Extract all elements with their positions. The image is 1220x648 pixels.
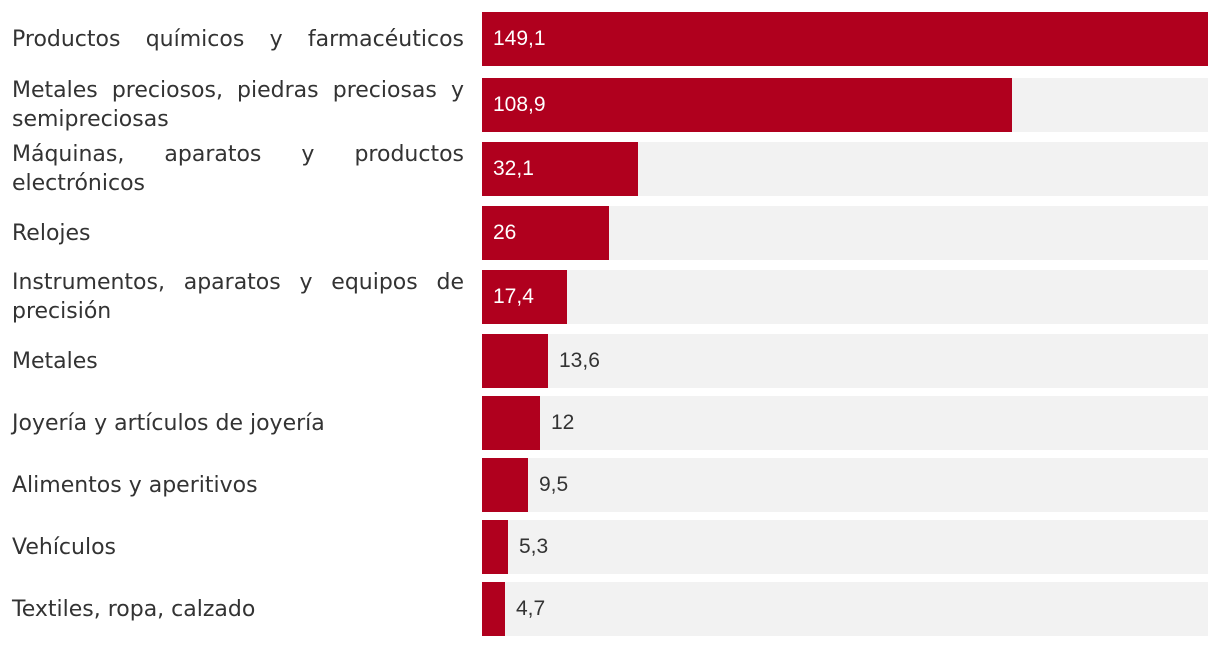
bar-track: 9,5 xyxy=(482,458,1208,512)
bar-track: 17,4 xyxy=(482,270,1208,324)
category-label: Metales xyxy=(12,334,464,388)
bar xyxy=(482,334,548,388)
bar-row: Metales preciosos, piedras preciosas y s… xyxy=(0,78,1220,132)
value-label: 108,9 xyxy=(493,93,546,116)
category-label: Joyería y artículos de joyería xyxy=(12,396,464,450)
value-label: 13,6 xyxy=(559,349,600,372)
bar xyxy=(482,396,540,450)
value-label: 12 xyxy=(551,411,575,434)
category-label-text: Textiles, ropa, calzado xyxy=(12,596,256,622)
bar-track: 13,6 xyxy=(482,334,1208,388)
bar-row: Alimentos y aperitivos 9,5 xyxy=(0,458,1220,512)
bar xyxy=(482,12,1208,66)
category-label: Productos químicos y farmacéuticos xyxy=(12,4,464,74)
category-label-text: Máquinas, aparatos y productos electróni… xyxy=(12,142,464,196)
bar-track: 108,9 xyxy=(482,78,1208,132)
bar-row: Textiles, ropa, calzado 4,7 xyxy=(0,582,1220,636)
bar-row: Joyería y artículos de joyería 12 xyxy=(0,396,1220,450)
value-label: 17,4 xyxy=(493,285,534,308)
bar xyxy=(482,270,567,324)
category-label-text: Joyería y artículos de joyería xyxy=(12,410,325,436)
bar xyxy=(482,206,609,260)
bar-track: 32,1 xyxy=(482,142,1208,196)
bar-track: 26 xyxy=(482,206,1208,260)
category-label: Metales preciosos, piedras preciosas y s… xyxy=(12,70,464,140)
bar xyxy=(482,142,638,196)
bar-row: Productos químicos y farmacéuticos 149,1 xyxy=(0,12,1220,66)
value-label: 4,7 xyxy=(516,597,546,620)
bar xyxy=(482,582,505,636)
category-label-text: Productos químicos y farmacéuticos xyxy=(12,26,464,52)
value-label: 32,1 xyxy=(493,157,534,180)
category-label-text: Alimentos y aperitivos xyxy=(12,472,258,498)
bar-track: 4,7 xyxy=(482,582,1208,636)
value-label: 149,1 xyxy=(493,27,546,50)
value-label: 5,3 xyxy=(519,535,549,558)
bar-row: Máquinas, aparatos y productos electróni… xyxy=(0,142,1220,196)
category-label-text: Vehículos xyxy=(12,534,117,560)
bar xyxy=(482,78,1012,132)
category-label: Vehículos xyxy=(12,520,464,574)
category-label: Instrumentos, aparatos y equipos de prec… xyxy=(12,262,464,332)
value-label: 9,5 xyxy=(539,473,569,496)
bar-row: Metales 13,6 xyxy=(0,334,1220,388)
category-label-text: Metales xyxy=(12,348,98,374)
category-label-text: Relojes xyxy=(12,220,91,246)
bar-row: Vehículos 5,3 xyxy=(0,520,1220,574)
category-label: Alimentos y aperitivos xyxy=(12,458,464,512)
bar xyxy=(482,520,508,574)
bar-track: 149,1 xyxy=(482,12,1208,66)
bar-row: Instrumentos, aparatos y equipos de prec… xyxy=(0,270,1220,324)
category-label: Textiles, ropa, calzado xyxy=(12,582,464,636)
bar-track: 12 xyxy=(482,396,1208,450)
category-label: Máquinas, aparatos y productos electróni… xyxy=(12,134,464,204)
category-label-text: Instrumentos, aparatos y equipos de prec… xyxy=(12,270,464,324)
bar xyxy=(482,458,528,512)
category-label-text: Metales preciosos, piedras preciosas y s… xyxy=(12,78,464,132)
value-label: 26 xyxy=(493,221,517,244)
bar-row: Relojes 26 xyxy=(0,206,1220,260)
category-label: Relojes xyxy=(12,206,464,260)
bar-track: 5,3 xyxy=(482,520,1208,574)
